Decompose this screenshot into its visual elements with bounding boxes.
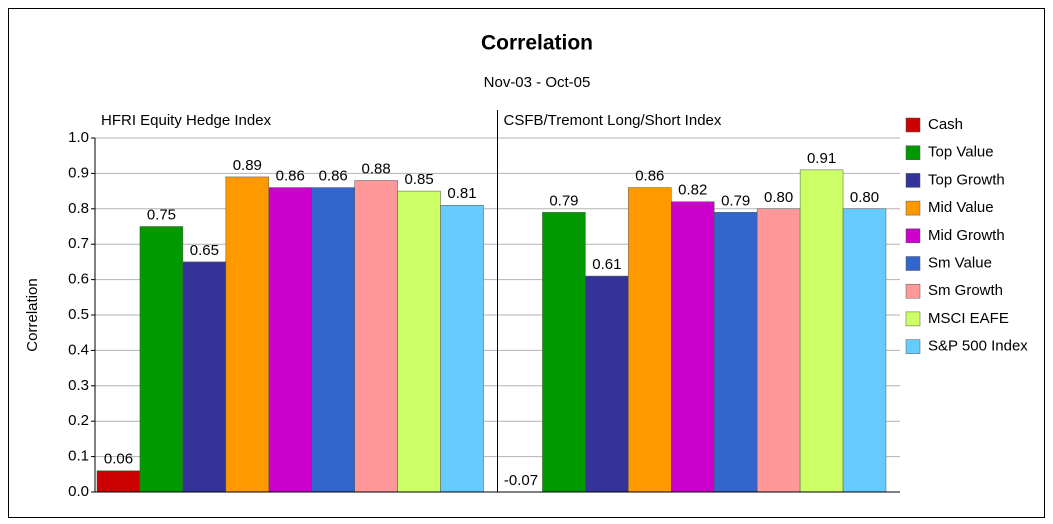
group-label: CSFB/Tremont Long/Short Index	[504, 112, 722, 129]
value-label: 0.89	[233, 157, 262, 174]
legend-label: S&P 500 Index	[928, 338, 1028, 355]
bar	[756, 208, 801, 492]
value-label: 0.82	[678, 182, 707, 199]
value-label: 0.61	[592, 256, 621, 273]
legend-label: Sm Value	[928, 254, 992, 271]
bar	[96, 470, 141, 492]
legend-label: MSCI EAFE	[928, 310, 1009, 327]
legend-swatch	[905, 228, 921, 244]
y-tick-label: 0.6	[68, 271, 89, 288]
group-label: HFRI Equity Hedge Index	[101, 112, 272, 129]
chart-title: Correlation	[481, 32, 593, 55]
value-label: 0.86	[635, 168, 664, 185]
legend-label: Cash	[928, 116, 963, 133]
bar	[542, 212, 586, 492]
bar	[628, 187, 672, 492]
bar	[842, 208, 887, 492]
bar	[671, 201, 715, 492]
legend-label: Top Growth	[928, 171, 1005, 188]
value-label: 0.88	[362, 160, 391, 177]
bar	[397, 190, 441, 492]
y-tick-label: 0.8	[68, 200, 89, 217]
bar	[225, 176, 270, 492]
legend-label: Top Value	[928, 144, 994, 161]
legend-swatch	[905, 311, 921, 327]
value-label: 0.86	[319, 168, 348, 185]
bar	[182, 261, 227, 492]
legend-swatch	[905, 283, 921, 299]
bar	[354, 180, 398, 492]
value-label: -0.07	[504, 472, 538, 489]
legend-swatch	[905, 145, 921, 160]
y-tick-label: 0.2	[68, 412, 89, 429]
bar	[585, 275, 629, 492]
chart-subtitle: Nov-03 - Oct-05	[484, 74, 591, 91]
legend-label: Sm Growth	[928, 282, 1003, 299]
y-tick-label: 0.0	[68, 483, 89, 500]
y-axis-label: Correlation	[24, 278, 41, 351]
bar	[268, 187, 312, 492]
y-tick-label: 1.0	[68, 129, 89, 146]
y-tick-label: 0.5	[68, 306, 89, 323]
y-tick-label: 0.4	[68, 341, 89, 358]
value-label: 0.80	[764, 189, 793, 206]
value-label: 0.79	[549, 192, 578, 209]
value-label: 0.81	[447, 185, 476, 202]
legend-swatch	[905, 200, 921, 216]
legend-swatch	[905, 256, 921, 271]
legend-swatch	[905, 173, 921, 188]
value-label: 0.86	[276, 168, 305, 185]
bar	[713, 212, 758, 492]
bar	[311, 187, 355, 492]
y-tick-label: 0.1	[68, 448, 89, 465]
y-tick-label: 0.7	[68, 235, 89, 252]
bar	[440, 205, 484, 492]
bar	[799, 169, 844, 492]
legend-swatch	[905, 117, 921, 133]
value-label: 0.79	[721, 192, 750, 209]
bar	[139, 226, 184, 492]
legend-label: Mid Growth	[928, 227, 1005, 244]
value-label: 0.91	[807, 150, 836, 167]
value-label: 0.65	[190, 242, 219, 259]
value-label: 0.06	[104, 451, 133, 468]
value-label: 0.75	[147, 206, 176, 223]
y-tick-label: 0.9	[68, 164, 89, 181]
legend-swatch	[905, 339, 921, 354]
value-label: 0.85	[404, 171, 433, 188]
y-tick-label: 0.3	[68, 377, 89, 394]
value-label: 0.80	[850, 189, 879, 206]
legend-label: Mid Value	[928, 199, 994, 216]
